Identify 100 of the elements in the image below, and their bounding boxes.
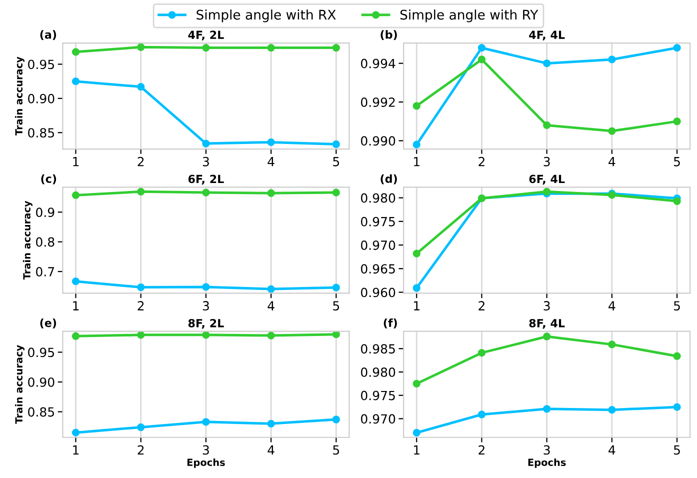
point: [202, 283, 210, 291]
y-tick-label: 0.90: [28, 377, 54, 387]
point: [137, 423, 145, 432]
x-tick-label: 4: [268, 157, 274, 166]
point: [137, 188, 145, 196]
point: [137, 82, 145, 91]
point: [542, 405, 551, 413]
x-tick-label: 5: [674, 301, 680, 311]
point: [478, 349, 486, 357]
y-axis-title: Train accuracy: [14, 345, 24, 424]
y-tick-label: 0.980: [360, 193, 396, 203]
point: [202, 188, 210, 196]
chart-title: 4F, 2L: [188, 30, 224, 40]
y-tick-label: 0.970: [360, 414, 396, 424]
x-tick-label: 5: [333, 157, 340, 166]
point: [72, 78, 80, 86]
x-tick-label: 2: [138, 301, 144, 310]
point: [478, 56, 486, 64]
text: (e): [40, 318, 56, 328]
point: [332, 416, 340, 424]
y-tick-label: 0.975: [360, 390, 395, 400]
x-tick-label: 2: [478, 445, 484, 455]
y-tick-label: 0.90: [28, 94, 54, 104]
point: [72, 278, 80, 286]
x-tick-label: 4: [268, 301, 274, 310]
y-tick-label: 0.7: [36, 266, 54, 276]
legend-label: Simple angle with RX: [196, 9, 336, 22]
y-tick-label: 0.965: [360, 264, 395, 274]
x-tick-label: 5: [674, 157, 680, 166]
point: [412, 284, 420, 292]
point: [72, 428, 80, 436]
point: [673, 403, 681, 411]
chart-title: 6F, 4L: [529, 174, 565, 185]
x-tick-label: 2: [478, 156, 484, 166]
y-tick-label: 0.980: [360, 367, 396, 377]
point: [332, 140, 340, 148]
x-tick-label: 4: [608, 301, 616, 310]
point: [137, 331, 145, 339]
x-tick-label: 3: [202, 445, 209, 455]
point: [412, 428, 420, 437]
y-tick-label: 0.992: [360, 97, 395, 107]
y-tick-label: 0.8: [36, 237, 54, 247]
x-tick-label: 1: [73, 301, 79, 310]
y-tick-label: 0.95: [28, 348, 54, 358]
point: [412, 250, 420, 258]
y-tick-label: 0.85: [28, 407, 54, 417]
y-tick-label: 0.990: [360, 136, 396, 146]
point: [267, 285, 275, 293]
point: [332, 331, 340, 338]
point: [202, 418, 210, 426]
y-axis-title: Train accuracy: [14, 56, 24, 136]
y-tick-label: 0.85: [28, 128, 54, 138]
x-tick-label: 3: [202, 301, 209, 311]
legend-label: Simple angle with RY: [400, 9, 538, 22]
x-tick-label: 3: [202, 156, 209, 166]
y-tick-label: 0.970: [360, 240, 396, 250]
point: [542, 332, 551, 340]
y-axis-title: Train accuracy: [22, 200, 32, 280]
point: [478, 410, 486, 418]
point: [267, 420, 275, 428]
point: [137, 43, 145, 51]
point: [673, 118, 681, 126]
point: [332, 188, 340, 196]
x-tick-label: 5: [333, 301, 340, 311]
y-tick-label: 0.994: [360, 58, 396, 68]
point: [608, 340, 616, 348]
point: [72, 48, 80, 56]
point: [72, 191, 80, 200]
x-axis-title: Epochs: [528, 458, 566, 468]
text: (c): [41, 174, 56, 184]
x-tick-label: 5: [333, 445, 340, 455]
y-tick-label: 0.985: [360, 344, 395, 354]
x-tick-label: 4: [608, 157, 616, 166]
point: [267, 332, 275, 340]
x-axis-title: Epochs: [187, 458, 225, 468]
x-tick-label: 1: [414, 157, 420, 166]
point: [332, 284, 340, 292]
point: [332, 44, 340, 52]
x-tick-label: 4: [608, 445, 616, 455]
x-tick-label: 3: [544, 156, 550, 166]
x-tick-label: 3: [544, 445, 550, 455]
point: [202, 44, 210, 52]
point: [267, 138, 275, 146]
y-tick-label: 0.9: [36, 208, 54, 218]
text: (f): [384, 318, 397, 328]
point: [202, 140, 210, 148]
point: [137, 283, 145, 292]
point: [267, 189, 275, 197]
point: [267, 44, 275, 52]
point: [608, 56, 616, 64]
text: (a): [40, 30, 56, 40]
x-tick-label: 1: [414, 445, 420, 455]
chart-title: 4F, 4L: [529, 30, 565, 40]
point: [542, 60, 551, 68]
point: [673, 352, 681, 360]
point: [673, 44, 681, 52]
point: [202, 331, 210, 339]
chart-title: 6F, 2L: [188, 174, 224, 185]
x-tick-label: 5: [674, 445, 680, 455]
x-tick-label: 1: [73, 157, 79, 166]
